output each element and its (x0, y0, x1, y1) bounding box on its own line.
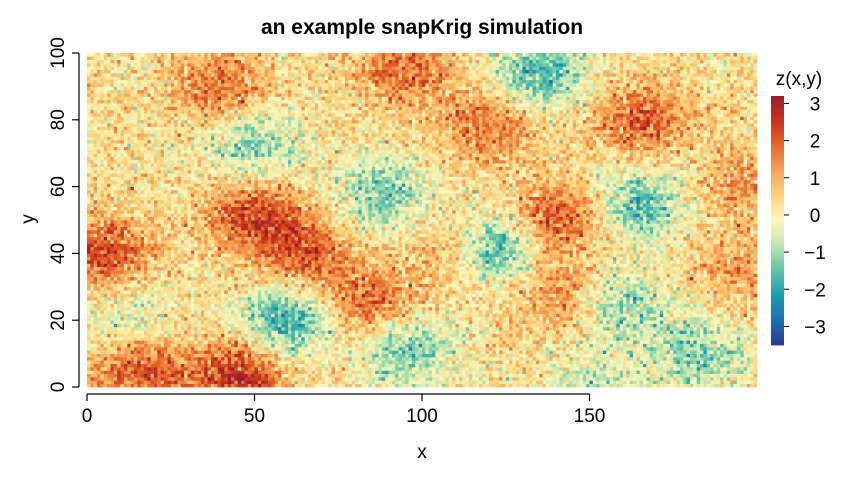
color-legend: z(x,y) 3 2 1 0 −1 −2 −3 (771, 69, 826, 346)
legend-tick-label: −2 (804, 280, 826, 301)
legend-colorbar (771, 96, 784, 346)
y-tick-label: 100 (48, 37, 69, 69)
legend-tick-label: −1 (804, 243, 826, 264)
x-axis: 0 50 100 150 (82, 393, 606, 427)
heatmap-cells (87, 53, 758, 388)
legend-tick-label: 1 (810, 169, 821, 190)
x-tick-label: 0 (82, 406, 93, 427)
x-tick-label: 50 (244, 406, 265, 427)
y-tick-label: 60 (48, 176, 69, 197)
legend-ticks: 3 2 1 0 −1 −2 −3 (784, 94, 826, 338)
chart-title: an example snapKrig simulation (261, 16, 583, 39)
y-tick-label: 20 (48, 310, 69, 331)
legend-tick-label: 3 (810, 94, 821, 115)
legend-tick-label: −3 (804, 317, 826, 338)
y-axis: 0 20 40 60 80 100 (48, 37, 80, 393)
y-tick-label: 0 (48, 382, 69, 393)
legend-tick-label: 0 (810, 206, 821, 227)
y-tick-label: 80 (48, 109, 69, 130)
x-tick-label: 100 (406, 406, 438, 427)
y-tick-label: 40 (48, 243, 69, 264)
x-tick-label: 150 (574, 406, 606, 427)
legend-title: z(x,y) (776, 69, 822, 90)
y-axis-label: y (18, 214, 39, 224)
x-axis-label: x (417, 442, 427, 463)
legend-tick-label: 2 (810, 132, 821, 153)
